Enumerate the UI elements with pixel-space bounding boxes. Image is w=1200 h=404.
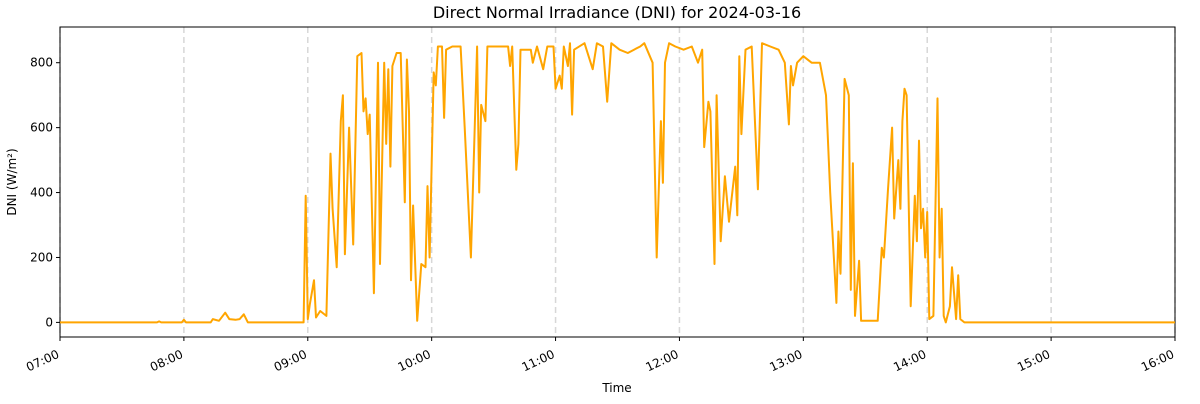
y-tick-label: 800 <box>30 56 53 70</box>
y-axis-label: DNI (W/m²) <box>5 148 19 215</box>
x-tick-label: 07:00 <box>24 347 61 374</box>
chart-title: Direct Normal Irradiance (DNI) for 2024-… <box>433 3 801 22</box>
x-tick-label: 09:00 <box>272 347 309 374</box>
y-tick-label: 200 <box>30 250 53 264</box>
x-tick-label: 10:00 <box>396 347 433 374</box>
plot-frame <box>59 26 1176 338</box>
y-tick-label: 0 <box>45 315 53 329</box>
x-tick-label: 16:00 <box>1139 347 1176 374</box>
line <box>60 42 1175 324</box>
x-tick-label: 11:00 <box>520 347 557 374</box>
x-tick-label: 12:00 <box>643 347 680 374</box>
x-tick-label: 08:00 <box>148 347 185 374</box>
y-tick-label: 600 <box>30 121 53 135</box>
y-tick-label: 400 <box>30 186 53 200</box>
x-axis-label: Time <box>601 381 631 395</box>
x-tick-label: 14:00 <box>891 347 928 374</box>
x-tick-label: 13:00 <box>767 347 804 374</box>
x-tick-label: 15:00 <box>1015 347 1052 374</box>
